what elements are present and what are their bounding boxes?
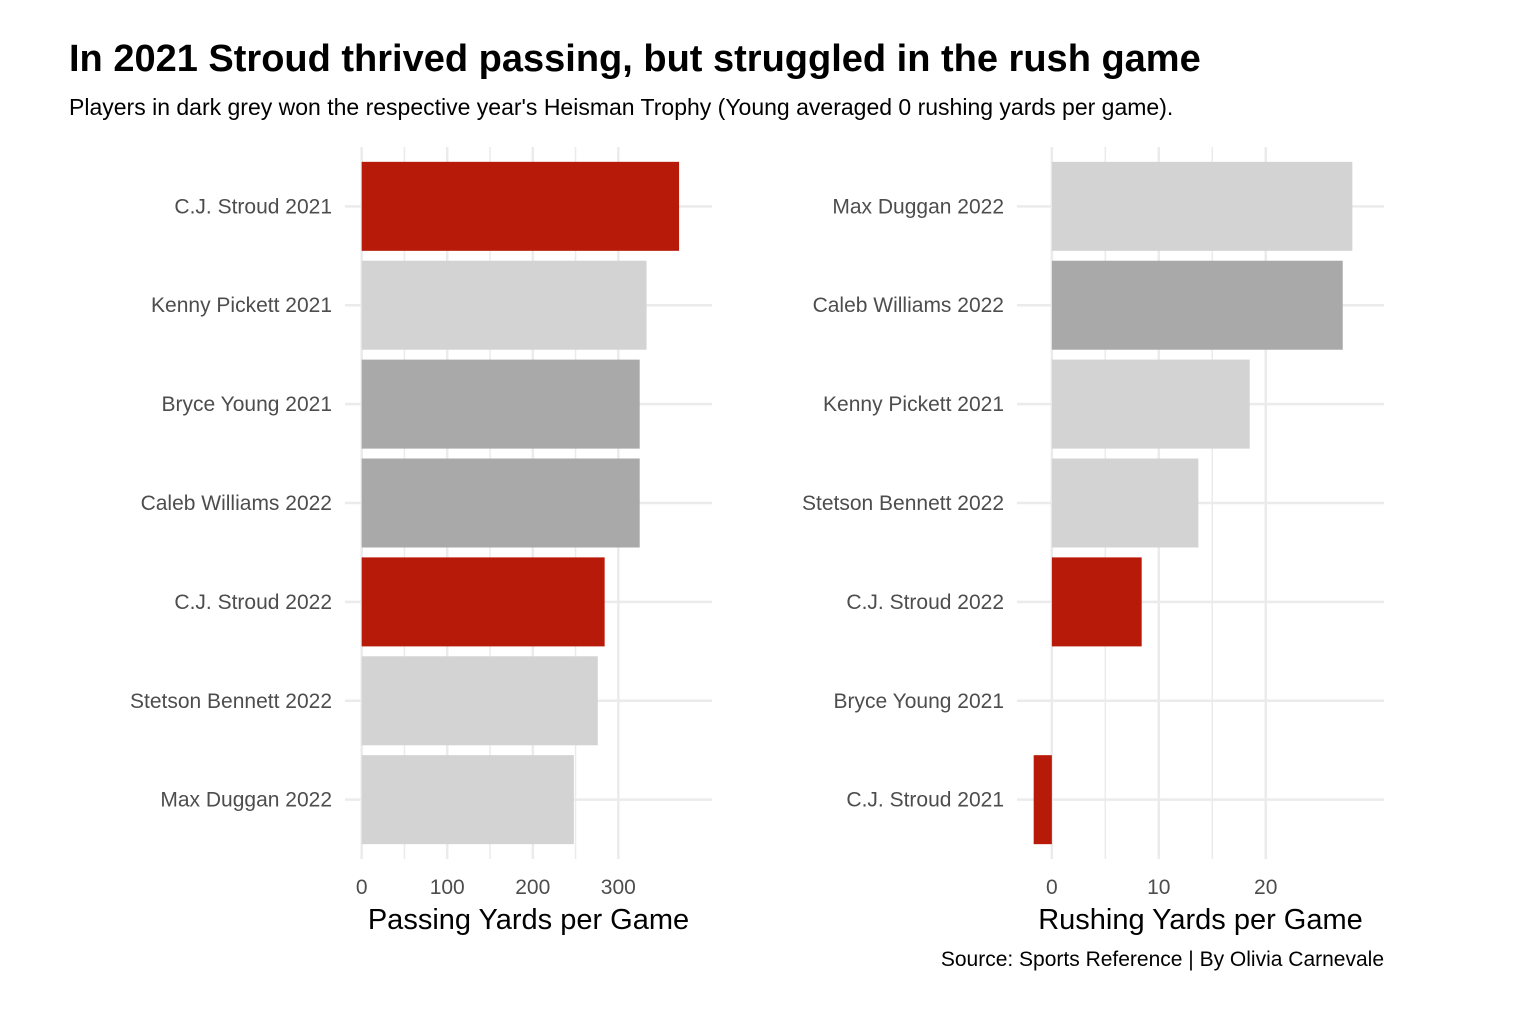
rushing-x-tick-label: 0 bbox=[1046, 876, 1058, 899]
rushing-category-label: Kenny Pickett 2021 bbox=[823, 393, 1004, 416]
rushing-category-label: C.J. Stroud 2021 bbox=[846, 789, 1004, 812]
rushing-bar-stetson-bennett-2022 bbox=[1051, 458, 1199, 548]
passing-category-label: Caleb Williams 2022 bbox=[141, 492, 332, 515]
rushing-bar-max-duggan-2022 bbox=[1051, 161, 1353, 251]
passing-x-tick-label: 200 bbox=[515, 876, 550, 899]
rushing-yards-panel: Max Duggan 2022 Caleb Williams 2022 Kenny … bbox=[802, 147, 1384, 936]
chart-subtitle: Players in dark grey won the respective … bbox=[69, 94, 1174, 120]
passing-category-label: Stetson Bennett 2022 bbox=[130, 690, 332, 713]
passing-category-label: Kenny Pickett 2021 bbox=[151, 294, 332, 317]
passing-bar-bryce-young-2021 bbox=[361, 359, 640, 449]
passing-x-axis-title: Passing Yards per Game bbox=[368, 904, 689, 936]
passing-yards-panel: C.J. Stroud 2021 Kenny Pickett 2021 Bryce … bbox=[130, 147, 712, 936]
passing-bar-caleb-williams-2022 bbox=[361, 458, 640, 548]
rushing-category-label: Stetson Bennett 2022 bbox=[802, 492, 1004, 515]
rushing-category-label: Bryce Young 2021 bbox=[834, 690, 1004, 713]
passing-category-label: C.J. Stroud 2022 bbox=[174, 591, 332, 614]
passing-bar-c-j-stroud-2021 bbox=[361, 161, 680, 251]
rushing-category-label: Max Duggan 2022 bbox=[832, 195, 1004, 218]
passing-x-tick-label: 0 bbox=[356, 876, 368, 899]
passing-bar-kenny-pickett-2021 bbox=[361, 260, 647, 350]
rushing-bar-kenny-pickett-2021 bbox=[1051, 359, 1250, 449]
rushing-bar-c-j-stroud-2021 bbox=[1033, 755, 1052, 845]
chart-title: In 2021 Stroud thrived passing, but stru… bbox=[69, 38, 1201, 80]
source-caption: Source: Sports Reference | By Olivia Car… bbox=[940, 948, 1384, 971]
passing-bar-c-j-stroud-2022 bbox=[361, 557, 605, 647]
passing-bar-max-duggan-2022 bbox=[361, 755, 574, 845]
rushing-x-tick-label: 10 bbox=[1147, 876, 1170, 899]
passing-category-label: C.J. Stroud 2021 bbox=[174, 195, 332, 218]
passing-bar-stetson-bennett-2022 bbox=[361, 656, 598, 746]
rushing-bar-caleb-williams-2022 bbox=[1051, 260, 1343, 350]
rushing-category-label: Caleb Williams 2022 bbox=[813, 294, 1004, 317]
rushing-x-tick-label: 20 bbox=[1254, 876, 1277, 899]
rushing-category-label: C.J. Stroud 2022 bbox=[846, 591, 1004, 614]
passing-category-label: Bryce Young 2021 bbox=[162, 393, 332, 416]
rushing-bar-c-j-stroud-2022 bbox=[1051, 557, 1142, 647]
passing-category-label: Max Duggan 2022 bbox=[160, 789, 332, 812]
rushing-x-axis-title: Rushing Yards per Game bbox=[1038, 904, 1363, 936]
passing-x-tick-label: 300 bbox=[601, 876, 636, 899]
passing-x-tick-label: 100 bbox=[430, 876, 465, 899]
